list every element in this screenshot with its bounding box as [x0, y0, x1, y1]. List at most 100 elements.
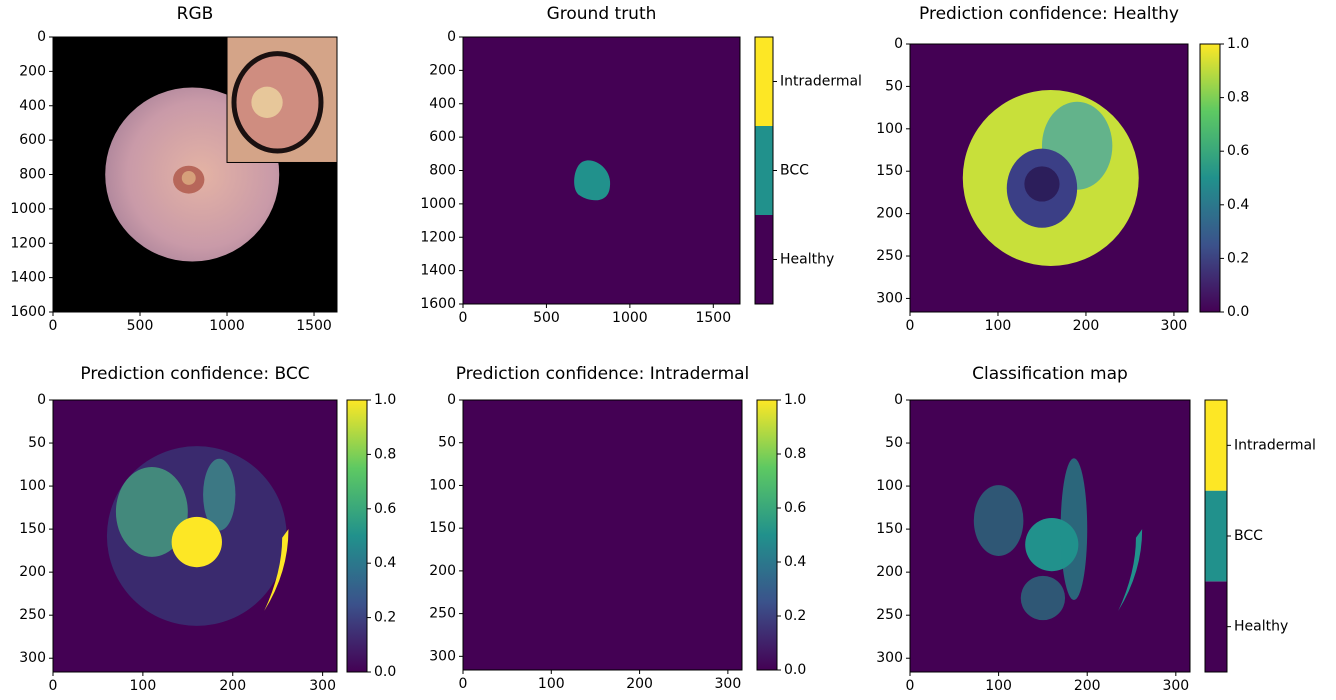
colorbar-tick-label: 0.8 [374, 446, 396, 462]
panel-title: RGB [177, 4, 214, 24]
x-tick-label: 0 [49, 318, 58, 334]
y-tick-label: 1400 [10, 270, 46, 286]
x-tick-label: 1000 [612, 310, 648, 326]
y-tick-label: 50 [28, 435, 46, 451]
axes-frame [52, 399, 338, 673]
y-tick-label: 100 [876, 478, 903, 494]
colorbar-tick-label: 1.0 [374, 392, 396, 408]
image [53, 37, 337, 312]
colorbar-tick-label: 0.0 [374, 664, 396, 680]
x-tick-label: 200 [1074, 678, 1101, 694]
class-region [1020, 575, 1066, 621]
image [463, 400, 742, 670]
confidence-patch [203, 458, 236, 531]
y-tick-label: 300 [876, 650, 903, 666]
y-tick-label: 1000 [10, 201, 46, 217]
x-tick-label: 0 [906, 678, 915, 694]
y-tick-label: 300 [876, 290, 903, 306]
y-tick-label: 1000 [420, 196, 456, 212]
y-tick-label: 1600 [10, 304, 46, 320]
x-tick-label: 0 [49, 678, 58, 694]
x-tick-label: 200 [1073, 318, 1100, 334]
y-tick-label: 400 [429, 96, 456, 112]
y-tick-label: 150 [19, 521, 46, 537]
y-tick-label: 250 [429, 606, 456, 622]
y-tick-label: 400 [19, 98, 46, 114]
colorbar-segment [755, 126, 773, 215]
y-tick-label: 0 [894, 392, 903, 408]
colorbar-segment [755, 215, 773, 304]
colorbar-tick-label: 0.0 [1227, 304, 1249, 320]
high-confidence [171, 516, 222, 568]
image [53, 400, 337, 672]
confidence-patch [115, 466, 188, 557]
y-tick-label: 50 [438, 435, 456, 451]
colorbar-tick-label: 1.0 [784, 392, 806, 408]
y-tick-label: 250 [876, 248, 903, 264]
colorbar-tick-label: 1.0 [1227, 36, 1249, 52]
x-tick-label: 300 [1162, 678, 1189, 694]
colorbar-category-label: BCC [780, 163, 809, 179]
y-tick-label: 1600 [420, 296, 456, 312]
y-tick-label: 600 [19, 132, 46, 148]
y-tick-label: 200 [19, 63, 46, 79]
y-tick-label: 0 [37, 392, 46, 408]
y-tick-label: 200 [876, 564, 903, 580]
y-tick-label: 1400 [420, 263, 456, 279]
inset-lesion [251, 86, 283, 118]
x-tick-label: 500 [533, 310, 560, 326]
x-tick-label: 1000 [209, 318, 245, 334]
colorbar-tick-label: 0.0 [784, 662, 806, 678]
y-tick-label: 1200 [420, 229, 456, 245]
x-tick-label: 300 [715, 676, 742, 692]
colorbar-tick-label: 0.2 [784, 608, 806, 624]
colorbar [346, 399, 368, 673]
class-region [973, 485, 1024, 556]
axes-frame [909, 399, 1191, 673]
panel-title: Ground truth [547, 4, 657, 24]
y-tick-label: 300 [19, 650, 46, 666]
x-tick-label: 100 [985, 318, 1012, 334]
axes-frame [909, 43, 1189, 313]
y-tick-label: 0 [447, 29, 456, 45]
x-tick-label: 0 [906, 318, 915, 334]
class-region [1118, 529, 1143, 611]
colorbar [756, 399, 778, 671]
colorbar-tick-label: 0.6 [374, 501, 396, 517]
y-tick-label: 50 [885, 78, 903, 94]
x-tick-label: 500 [127, 318, 154, 334]
y-tick-label: 100 [876, 121, 903, 137]
y-tick-label: 250 [876, 607, 903, 623]
y-tick-label: 200 [19, 564, 46, 580]
colorbar-category-label: Healthy [780, 252, 834, 268]
colorbar-tick-label: 0.6 [1227, 143, 1249, 159]
image [463, 37, 740, 304]
x-tick-label: 0 [459, 310, 468, 326]
y-tick-label: 100 [429, 477, 456, 493]
image [910, 44, 1188, 312]
colorbar-tick-label: 0.8 [784, 446, 806, 462]
x-tick-label: 1500 [296, 318, 332, 334]
low-confidence-core [1024, 166, 1060, 202]
colorbar-tick-label: 0.2 [374, 610, 396, 626]
axes-frame [462, 399, 743, 671]
colorbar-segment [755, 37, 773, 126]
colorbar-category-label: Intradermal [780, 74, 862, 90]
x-tick-label: 100 [985, 678, 1012, 694]
colorbar-segment [1205, 490, 1227, 582]
panel-title: Prediction confidence: BCC [80, 364, 309, 384]
colorbar-tick-label: 0.8 [1227, 90, 1249, 106]
y-tick-label: 150 [876, 521, 903, 537]
y-tick-label: 50 [885, 435, 903, 451]
x-tick-label: 300 [1161, 318, 1188, 334]
y-tick-label: 150 [429, 520, 456, 536]
y-tick-label: 200 [876, 206, 903, 222]
colorbar-tick-label: 0.6 [784, 500, 806, 516]
class-region [1060, 458, 1088, 600]
colorbar [1199, 43, 1221, 313]
y-tick-label: 200 [429, 563, 456, 579]
panel-title: Classification map [972, 364, 1128, 384]
y-tick-label: 800 [429, 163, 456, 179]
x-tick-label: 1500 [695, 310, 731, 326]
x-tick-label: 300 [309, 678, 336, 694]
